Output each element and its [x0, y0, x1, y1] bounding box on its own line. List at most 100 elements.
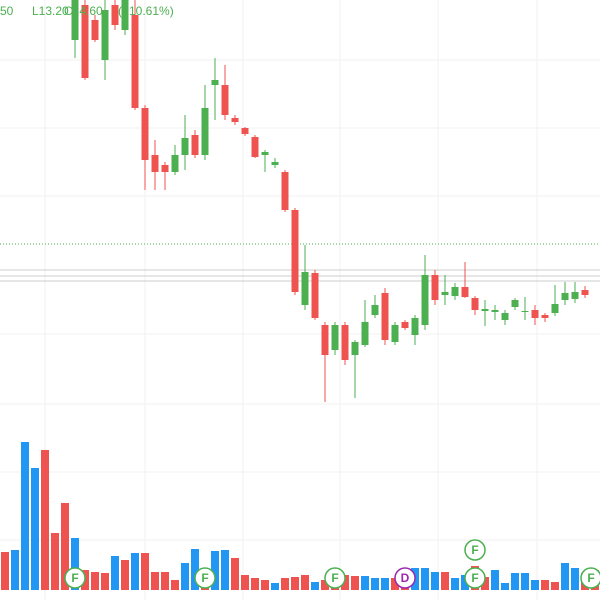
event-marker: F — [464, 567, 486, 589]
candle-body — [391, 325, 399, 342]
volume-bar — [171, 580, 179, 590]
candle-body — [221, 85, 229, 115]
volume-bar — [191, 549, 199, 590]
candle-body — [171, 155, 179, 172]
event-marker: F — [464, 539, 486, 561]
candle-body — [281, 172, 289, 210]
candle-body — [401, 322, 409, 328]
candle-body — [441, 292, 449, 295]
ohlc-value: 50 — [0, 4, 14, 18]
volume-bar — [391, 578, 399, 590]
event-label: F — [587, 571, 594, 585]
event-marker: F — [194, 567, 216, 589]
candle-body — [461, 287, 469, 297]
volume-bar — [241, 575, 249, 590]
volume-bar — [521, 573, 529, 590]
volume-bar — [11, 550, 19, 590]
candle-body — [81, 5, 89, 78]
candle-body — [481, 309, 489, 311]
volume-bar — [551, 582, 559, 590]
event-circle — [464, 539, 486, 561]
volume-bar — [301, 575, 309, 590]
candle-body — [451, 287, 459, 296]
candle-body — [301, 272, 309, 305]
volume-bar — [121, 560, 129, 590]
volume-bar — [91, 572, 99, 590]
event-marker: F — [580, 567, 600, 589]
candle-body — [111, 5, 119, 25]
candle-body — [211, 80, 219, 85]
volume-bar — [561, 563, 569, 590]
volume-bar — [421, 568, 429, 590]
candle-body — [181, 138, 189, 155]
volume-bar — [311, 582, 319, 590]
event-label: F — [331, 571, 338, 585]
volume-bar — [511, 573, 519, 590]
volume-bar — [341, 575, 349, 590]
candle-body — [121, 0, 129, 30]
candle-body — [261, 152, 269, 155]
volume-bar — [1, 552, 9, 590]
candle-body — [241, 128, 249, 134]
volume-bar — [131, 553, 139, 590]
candle-body — [411, 318, 419, 335]
volume-bar — [291, 577, 299, 590]
candle-body — [511, 300, 519, 307]
ohlc-value: C14.60 — [64, 4, 103, 18]
volume-bar — [251, 578, 259, 590]
candle-body — [351, 342, 359, 355]
volume-bar — [101, 573, 109, 590]
volume-bar — [321, 580, 329, 590]
candle-body — [361, 322, 369, 345]
volume-bar — [161, 572, 169, 590]
candle-body — [521, 311, 529, 312]
volume-bar — [181, 563, 189, 590]
event-marker: F — [64, 567, 86, 589]
volume-bar — [481, 577, 489, 590]
volume-bar — [451, 578, 459, 590]
candle-body — [331, 325, 339, 350]
event-circle — [464, 567, 486, 589]
candle-body — [471, 298, 479, 310]
volume-bar — [231, 558, 239, 590]
volume-bar — [261, 580, 269, 590]
candle-body — [531, 310, 539, 318]
candle-body — [371, 305, 379, 315]
event-circle — [324, 567, 346, 589]
volume-bar — [281, 578, 289, 590]
candle-body — [141, 108, 149, 160]
event-label: F — [71, 571, 78, 585]
volume-bar — [461, 575, 469, 590]
candle-body — [101, 10, 109, 60]
volume-bar — [351, 576, 359, 590]
event-circle — [194, 567, 216, 589]
volume-bar — [541, 580, 549, 590]
candle-body — [151, 155, 159, 172]
volume-bar — [41, 450, 49, 590]
candle-body — [551, 304, 559, 313]
candle-body — [491, 310, 499, 312]
candle-body — [251, 137, 259, 157]
candle-body — [321, 325, 329, 355]
volume-bar — [141, 553, 149, 590]
volume-bar — [111, 556, 119, 590]
volume-bar — [221, 550, 229, 590]
volume-bar — [431, 572, 439, 590]
volume-bar — [151, 572, 159, 590]
volume-bar — [271, 583, 279, 590]
volume-bar — [531, 580, 539, 590]
volume-bar — [211, 551, 219, 590]
volume-bar — [501, 583, 509, 590]
candle-body — [191, 135, 199, 155]
event-marker: F — [324, 567, 346, 589]
volume-bar — [71, 538, 79, 590]
event-label: F — [201, 571, 208, 585]
candle-body — [341, 325, 349, 360]
candle-body — [271, 162, 279, 165]
candle-body — [571, 292, 579, 299]
volume-bar — [51, 533, 59, 590]
volume-bar — [371, 578, 379, 590]
candle-body — [381, 293, 389, 340]
